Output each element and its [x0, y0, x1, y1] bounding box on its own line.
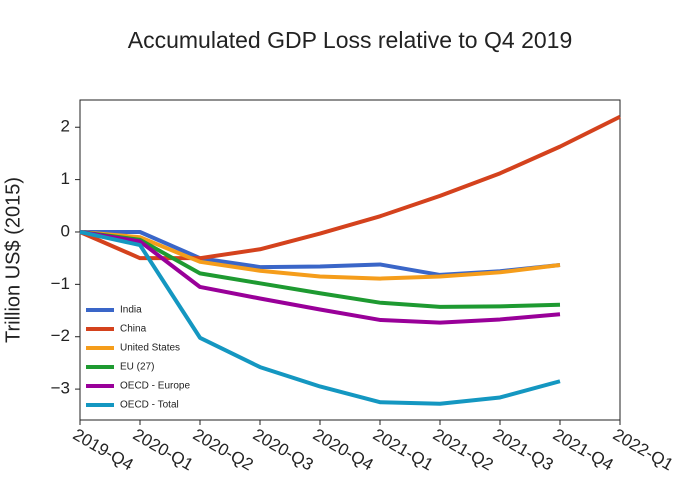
chart-title: Accumulated GDP Loss relative to Q4 2019: [128, 27, 572, 53]
y-tick-label: 0: [61, 221, 70, 240]
series-line: [79, 230, 561, 325]
series-line: [79, 229, 561, 281]
legend-label: United States: [120, 343, 180, 354]
y-tick-label: −2: [51, 326, 70, 345]
x-tick-label: 2022-Q1: [610, 425, 677, 475]
x-tick-label: 2019-Q4: [70, 425, 137, 475]
x-tick-label: 2021-Q2: [430, 425, 497, 475]
plot-frame: [79, 99, 621, 421]
legend-label: OECD - Europe: [120, 381, 190, 392]
legend-label: China: [120, 324, 147, 335]
y-tick-label: −1: [51, 274, 70, 293]
legend-label: India: [120, 305, 142, 316]
x-tick-label: 2020-Q3: [250, 425, 317, 475]
x-tick-label: 2020-Q1: [130, 425, 197, 475]
y-axis-label: Trillion US$ (2015): [2, 177, 24, 343]
series-line: [80, 229, 561, 277]
y-tick-label: −3: [51, 379, 70, 398]
y-tick-label: 2: [61, 117, 70, 136]
series-line: [79, 229, 561, 309]
x-tick-label: 2021-Q4: [550, 425, 617, 475]
x-tick-label: 2020-Q2: [190, 425, 257, 475]
legend-label: EU (27): [120, 362, 154, 373]
legend-label: OECD - Total: [120, 400, 179, 411]
series-line: [79, 230, 561, 406]
x-tick-label: 2021-Q3: [490, 425, 557, 475]
series-line: [79, 114, 621, 261]
x-tick-label: 2021-Q1: [370, 425, 437, 475]
y-tick-label: 1: [61, 169, 70, 188]
x-tick-label: 2020-Q4: [310, 425, 377, 475]
